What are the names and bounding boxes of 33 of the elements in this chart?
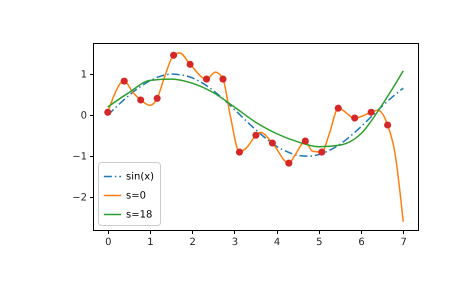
point — [186, 60, 194, 68]
legend-label: s=0 — [126, 190, 146, 202]
legend-label: s=18 — [126, 210, 152, 220]
point — [170, 52, 178, 59]
x-tick-label: 6 — [358, 237, 365, 248]
x-tick-label: 3 — [232, 237, 238, 248]
y-tick-label: −1 — [72, 152, 87, 163]
x-tick-label: 5 — [316, 237, 322, 248]
point — [334, 104, 342, 112]
point — [252, 132, 260, 139]
point — [318, 148, 326, 156]
y-tick-label: 1 — [80, 70, 87, 81]
y-tick-label: 0 — [80, 110, 87, 122]
x-tick-label: 4 — [274, 237, 280, 248]
x-tick-label: 7 — [400, 237, 407, 248]
point — [285, 160, 292, 167]
point — [154, 94, 161, 102]
point — [137, 96, 144, 104]
point — [302, 137, 309, 145]
point — [219, 76, 227, 83]
point — [104, 108, 112, 116]
point — [351, 114, 358, 122]
y-tick-label: −2 — [72, 192, 87, 204]
point — [384, 121, 392, 129]
x-tick-label: 0 — [105, 237, 112, 248]
point — [368, 108, 375, 116]
point — [203, 76, 210, 83]
x-tick-label: 2 — [190, 237, 196, 248]
point — [268, 140, 276, 147]
point — [236, 148, 243, 156]
x-tick-label: 1 — [147, 237, 154, 248]
legend-label: sin(x) — [126, 172, 154, 182]
point — [120, 78, 128, 85]
